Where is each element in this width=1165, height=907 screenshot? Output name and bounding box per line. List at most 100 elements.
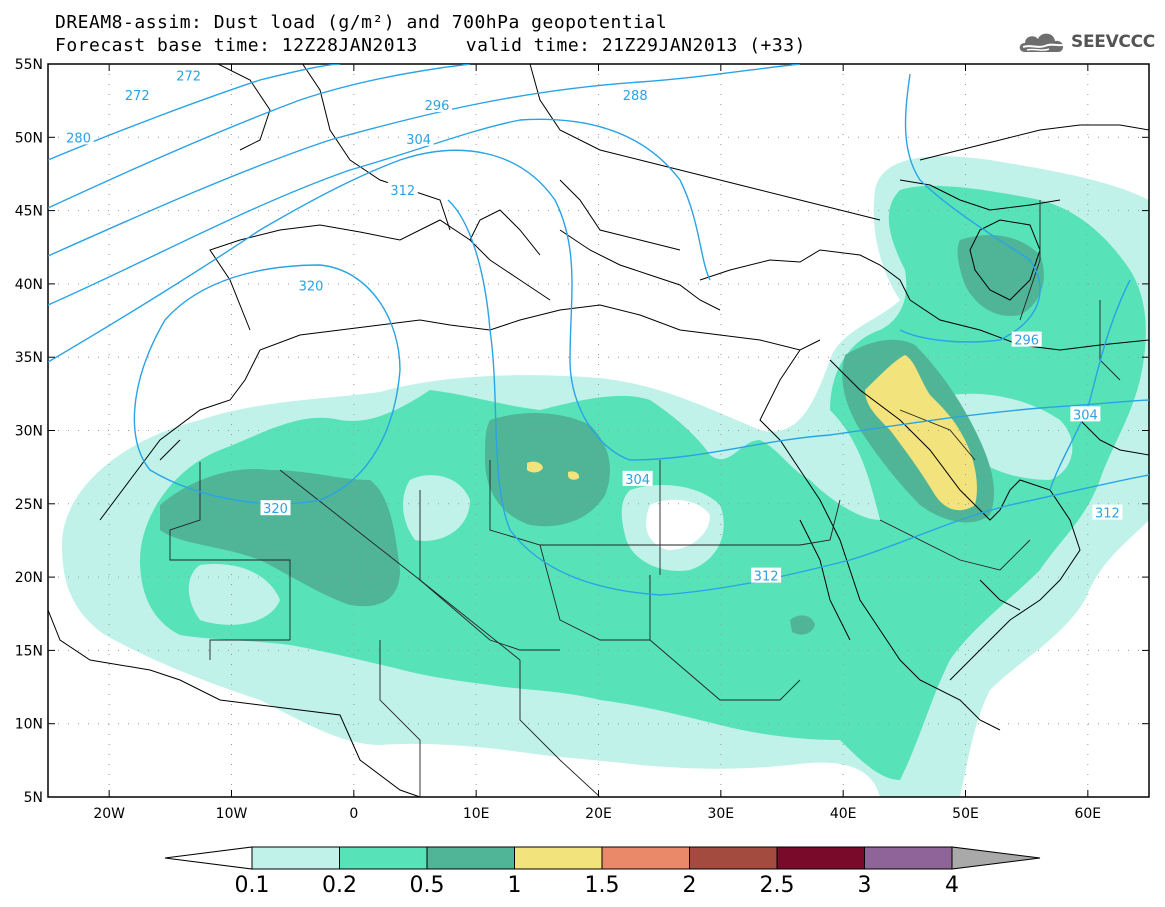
coastline <box>969 219 1041 301</box>
colorbar-label: 1.5 <box>585 873 620 898</box>
country-border <box>539 544 651 641</box>
contour-label: 312 <box>390 184 415 199</box>
colorbar-label: 0.5 <box>410 873 445 898</box>
geopotential-contours: 272 272 280 288 296 304 312 320 320 304 312 296 304 3… <box>48 64 1149 596</box>
coastline <box>99 304 821 521</box>
country-border <box>799 499 841 546</box>
colorbar-segment <box>514 846 603 870</box>
country-border <box>649 639 801 701</box>
axis-ticks: 20W 10W 0 10E 20E 30E 40E 50E 60E 55N 50N 45N 40N 35N… <box>15 57 1149 822</box>
colorbar-segment <box>339 846 428 870</box>
geopotential-contour <box>48 64 471 209</box>
contour-label-bg <box>1092 504 1123 520</box>
contour-label: 320 <box>263 502 288 517</box>
coastline <box>919 124 1149 161</box>
seevccc-logo: SEEVCCC <box>1017 28 1155 56</box>
lon-tick-label: 60E <box>1074 806 1101 822</box>
colorbar-segment <box>689 846 778 870</box>
contour-label-bg <box>63 129 94 145</box>
colorbar-label: 2.5 <box>760 873 795 898</box>
colorbar-label: 1 <box>508 873 522 898</box>
contour-label-bg <box>387 182 418 198</box>
contour-label-bg <box>296 277 327 293</box>
lon-tick-label: 10W <box>216 806 248 822</box>
lat-tick-label: 40N <box>15 277 43 293</box>
lat-tick-label: 25N <box>15 497 43 513</box>
lat-tick-label: 55N <box>15 57 43 73</box>
colorbar-label: 0.1 <box>235 873 270 898</box>
coastline <box>799 519 851 641</box>
country-border <box>879 519 1031 571</box>
contour-label-bg <box>173 67 204 83</box>
geopotential-contour <box>1049 279 1131 491</box>
lat-tick-label: 50N <box>15 130 43 146</box>
colorbar-segment <box>426 846 515 870</box>
coastline <box>302 64 451 231</box>
contour-label: 280 <box>66 131 91 146</box>
coastline <box>469 209 541 256</box>
geopotential-contour <box>48 64 801 257</box>
coastline <box>559 229 721 311</box>
colorbar-left-arrow <box>164 846 253 870</box>
lat-tick-label: 20N <box>15 570 43 586</box>
coastline <box>159 439 181 461</box>
lon-tick-label: 20W <box>93 806 125 822</box>
contour-label: 304 <box>1073 408 1098 423</box>
geopotential-contour <box>899 73 1041 343</box>
geopotential-contour <box>48 64 341 161</box>
base-time: Forecast base time: 12Z28JAN2013 <box>55 35 418 56</box>
contour-label-bg <box>260 500 291 516</box>
coastline <box>48 609 421 797</box>
colorbar-segment <box>776 846 865 870</box>
contour-label: 272 <box>125 89 150 104</box>
lat-tick-label: 35N <box>15 350 43 366</box>
lat-tick-label: 5N <box>24 790 43 806</box>
coastline <box>829 359 1081 681</box>
country-border <box>419 490 560 651</box>
contour-label: 272 <box>176 70 201 85</box>
lat-tick-label: 45N <box>15 204 43 220</box>
lon-tick-label: 50E <box>952 806 979 822</box>
contour-label: 296 <box>425 99 450 114</box>
coastline <box>1079 419 1149 456</box>
country-border <box>169 462 291 640</box>
colorbar-segment <box>601 846 690 870</box>
country-border <box>209 639 290 660</box>
country-border <box>1019 200 1041 321</box>
colorbar-label: 4 <box>945 873 959 898</box>
lat-tick-label: 15N <box>15 643 43 659</box>
contour-label-bg <box>1011 331 1042 347</box>
country-border <box>379 640 421 797</box>
contour-label: 312 <box>1095 507 1120 522</box>
colorbar-label: 2 <box>683 873 697 898</box>
contour-label: 312 <box>754 570 779 585</box>
contour-label: 304 <box>406 133 431 148</box>
lat-tick-label: 30N <box>15 424 43 440</box>
cloud-icon <box>1019 33 1064 52</box>
contour-label: 288 <box>623 89 648 104</box>
coastline <box>759 349 1001 731</box>
contour-label: 296 <box>1014 334 1039 349</box>
lon-tick-label: 40E <box>830 806 857 822</box>
graticule <box>48 64 1149 797</box>
valid-time: valid time: 21Z29JAN2013 (+33) <box>465 35 806 56</box>
coastline <box>209 219 551 331</box>
lon-tick-label: 0 <box>349 806 358 822</box>
geopotential-contour <box>48 118 711 306</box>
contour-label-bg <box>422 97 453 113</box>
lon-tick-label: 10E <box>463 806 490 822</box>
country-border <box>659 460 800 546</box>
coastline <box>559 179 681 251</box>
contour-label-bg <box>1070 406 1101 422</box>
coastlines-and-borders <box>48 64 1149 797</box>
contour-label: 320 <box>299 279 324 294</box>
geopotential-contour <box>48 149 1149 461</box>
lon-tick-label: 30E <box>707 806 734 822</box>
colorbar-segment <box>864 846 953 870</box>
coastline <box>979 579 1021 611</box>
country-border <box>519 660 601 797</box>
lat-tick-label: 10N <box>15 717 43 733</box>
logo-text: SEEVCCC <box>1071 32 1155 52</box>
contour-label-bg <box>620 86 651 102</box>
